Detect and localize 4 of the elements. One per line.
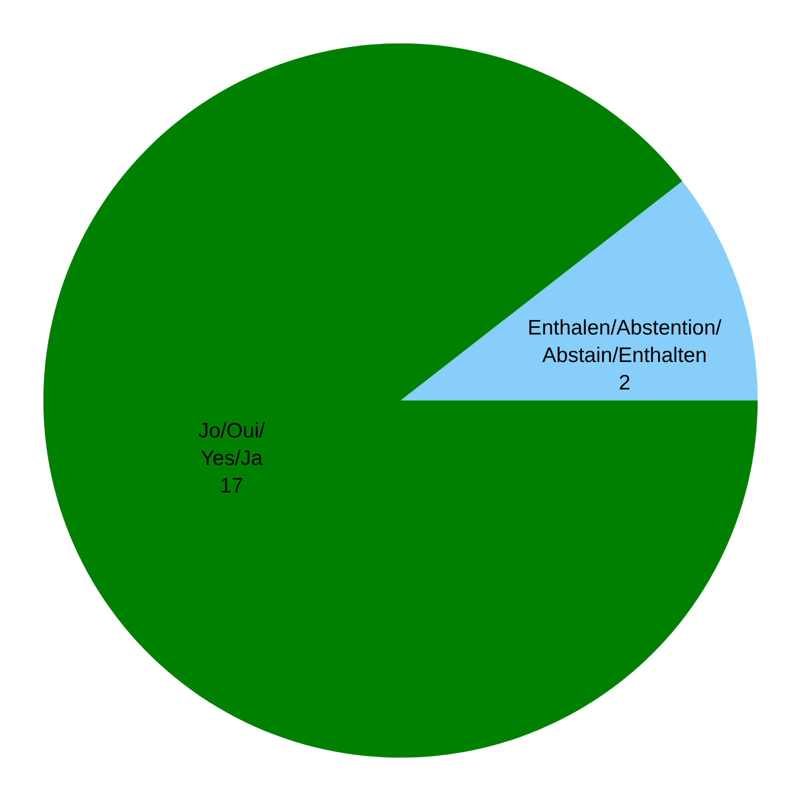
slice-label: Jo/Oui/Yes/Ja bbox=[198, 419, 266, 470]
data-label: 17 bbox=[220, 474, 244, 498]
data-label: 2 bbox=[618, 372, 630, 395]
slice-label: Enthalen/Abstention/Abstain/Enthalten bbox=[528, 316, 722, 367]
